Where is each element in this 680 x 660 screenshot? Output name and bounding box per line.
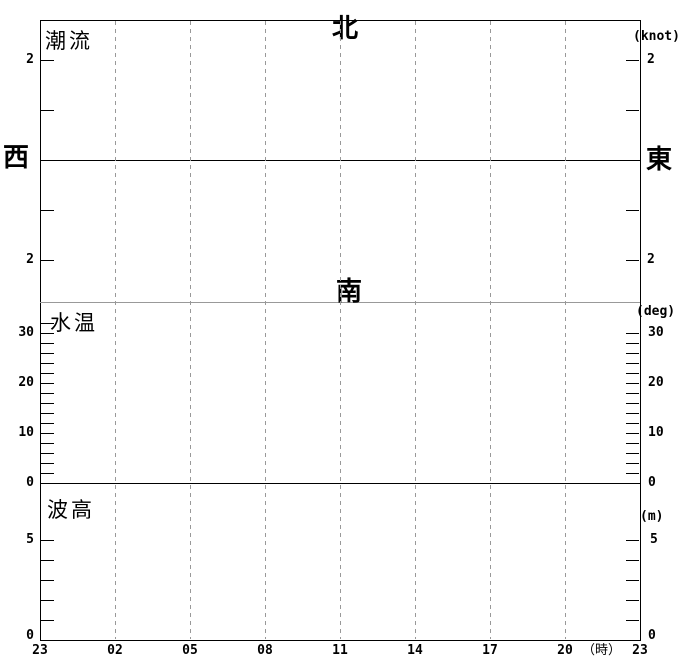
axis-tick <box>41 600 54 601</box>
compass-east-label: 東 <box>646 145 673 175</box>
y-tick-label: 5 <box>26 532 34 547</box>
y-tick-label: 20 <box>648 375 664 390</box>
x-tick-label: 11 <box>332 643 348 658</box>
wave-unit-label: (m) <box>640 509 664 524</box>
y-tick-label: 0 <box>26 475 34 490</box>
axis-tick <box>41 453 54 454</box>
compass-north-label: 北 <box>332 14 359 44</box>
axis-tick <box>41 323 54 324</box>
y-tick-label: 0 <box>648 628 656 643</box>
axis-tick <box>626 433 639 434</box>
y-tick-label: 2 <box>647 52 655 67</box>
y-tick-label: 0 <box>26 628 34 643</box>
x-tick-label: 23 <box>632 643 648 658</box>
axis-tick <box>41 60 54 61</box>
axis-tick <box>626 463 639 464</box>
x-tick-label: 05 <box>182 643 198 658</box>
axis-tick <box>41 260 54 261</box>
axis-tick <box>626 393 639 394</box>
y-tick-label: 0 <box>648 475 656 490</box>
axis-tick <box>41 353 54 354</box>
x-axis-unit-label: （時） <box>582 643 622 658</box>
axis-tick <box>41 383 54 384</box>
axis-tick <box>41 580 54 581</box>
time-gridline <box>415 21 416 639</box>
wave-panel-label: 波高 <box>47 498 95 522</box>
axis-tick <box>626 560 639 561</box>
y-tick-label: 30 <box>18 325 34 340</box>
time-gridline <box>565 21 566 639</box>
temperature-unit-label: (deg) <box>636 304 676 319</box>
axis-tick <box>41 333 54 334</box>
axis-tick <box>41 343 54 344</box>
axis-tick <box>41 560 54 561</box>
axis-tick <box>626 423 639 424</box>
time-gridline <box>115 21 116 639</box>
x-tick-label: 14 <box>407 643 423 658</box>
plot-border <box>40 20 641 641</box>
axis-tick <box>626 413 639 414</box>
time-gridline <box>190 21 191 639</box>
y-tick-label: 2 <box>26 52 34 67</box>
axis-tick <box>626 540 639 541</box>
y-tick-label: 20 <box>18 375 34 390</box>
axis-tick <box>41 363 54 364</box>
axis-tick <box>626 60 639 61</box>
axis-tick <box>41 540 54 541</box>
axis-tick <box>626 580 639 581</box>
axis-tick <box>626 620 639 621</box>
axis-tick <box>626 373 639 374</box>
axis-tick <box>626 473 639 474</box>
y-tick-label: 5 <box>650 532 658 547</box>
current-panel-label: 潮流 <box>45 29 93 53</box>
axis-tick <box>626 453 639 454</box>
axis-tick <box>41 443 54 444</box>
axis-tick <box>41 110 54 111</box>
axis-tick <box>41 423 54 424</box>
axis-tick <box>41 210 54 211</box>
axis-tick <box>626 443 639 444</box>
current-unit-label: (knot) <box>633 29 680 44</box>
axis-tick <box>41 473 54 474</box>
x-tick-label: 08 <box>257 643 273 658</box>
y-tick-label: 2 <box>647 252 655 267</box>
compass-west-label: 西 <box>3 143 30 173</box>
axis-tick <box>626 403 639 404</box>
axis-tick <box>41 373 54 374</box>
y-tick-label: 30 <box>648 325 664 340</box>
time-gridline <box>340 21 341 639</box>
axis-tick <box>41 433 54 434</box>
axis-tick <box>41 403 54 404</box>
axis-tick <box>626 383 639 384</box>
axis-tick <box>626 333 639 334</box>
y-tick-label: 10 <box>648 425 664 440</box>
y-tick-label: 10 <box>18 425 34 440</box>
x-tick-label: 20 <box>557 643 573 658</box>
axis-tick <box>626 210 639 211</box>
axis-tick <box>626 110 639 111</box>
time-gridline <box>490 21 491 639</box>
time-gridline <box>265 21 266 639</box>
x-tick-label: 17 <box>482 643 498 658</box>
axis-tick <box>626 600 639 601</box>
axis-tick <box>41 620 54 621</box>
axis-tick <box>626 343 639 344</box>
axis-tick <box>41 463 54 464</box>
x-tick-label: 23 <box>32 643 48 658</box>
axis-tick <box>41 413 54 414</box>
axis-tick <box>626 353 639 354</box>
x-tick-label: 02 <box>107 643 123 658</box>
axis-tick <box>626 363 639 364</box>
y-tick-label: 2 <box>26 252 34 267</box>
axis-tick <box>41 393 54 394</box>
temperature-panel-label: 水温 <box>50 311 98 335</box>
axis-tick <box>626 260 639 261</box>
